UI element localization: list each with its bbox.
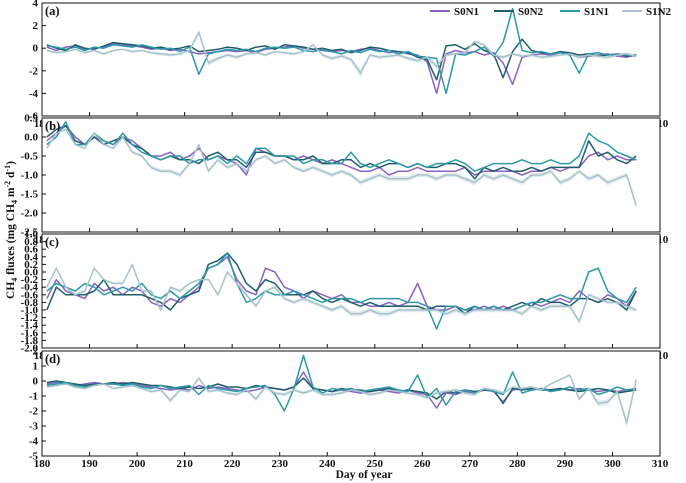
x-tick-label: 260 [414, 458, 431, 470]
y-tick-label: -0.6 [21, 289, 39, 301]
y-tick-label: 2 [33, 346, 39, 358]
panel-c: 1.00.80.60.40.20.0-0.2-0.4-0.6-0.8-1.0-1… [21, 229, 669, 363]
x-tick-label: 230 [271, 458, 288, 470]
series-line-s0n1 [46, 42, 637, 95]
x-tick-label: 270 [462, 458, 479, 470]
series-line-s1n1 [46, 252, 637, 330]
y-axis-title-part: -2 [3, 181, 12, 188]
y-tick-label: -1 [29, 391, 38, 403]
legend-label: S1N2 [646, 6, 672, 18]
y-tick-label: -6 [29, 111, 39, 123]
uncertainty-band [46, 263, 637, 325]
y-tick-label: -5 [29, 451, 39, 463]
legend-entry-s1n2: S1N2 [622, 6, 672, 18]
legend-label: S0N1 [454, 6, 479, 18]
series-line-s0n1 [46, 256, 637, 311]
x-tick-label: 190 [81, 458, 98, 470]
y-tick-label: -0.2 [21, 274, 39, 286]
y-tick-label: -4 [29, 88, 39, 100]
panel-a: 420-2-4-6(a)1801902002102202302402502602… [29, 0, 669, 130]
x-tick-label: 250 [367, 458, 384, 470]
panels: 420-2-4-6(a)1801902002102202302402502602… [21, 0, 669, 470]
y-tick-label: 0 [33, 376, 39, 388]
y-tick-label: -4 [29, 436, 39, 448]
x-tick-label: 280 [509, 458, 526, 470]
x-tick-label: 290 [557, 458, 574, 470]
y-tick-label: 1.0 [24, 229, 38, 241]
panel-label: (a) [45, 4, 60, 18]
y-tick-label: 0.0 [24, 267, 38, 279]
series-line-s1n1 [46, 7, 637, 95]
series-line-s1n1 [46, 121, 637, 172]
x-tick-labels: 180 190 200 210 220 230 240 250 260 270 280 290 300 3… [34, 458, 669, 470]
y-tick-label: 0.6 [24, 244, 38, 256]
panel-label: (c) [45, 235, 59, 249]
legend-entry-s1n1: S1N1 [560, 6, 609, 18]
y-tick-label: -0.8 [21, 297, 39, 309]
legend-entry-s0n2: S0N2 [494, 6, 544, 18]
y-tick-label: -2.0 [21, 343, 39, 355]
y-tick-label: -2 [29, 65, 39, 77]
y-axis-title-part: ) [5, 161, 17, 165]
x-tick-label: 200 [129, 458, 146, 470]
x-tick-label: 240 [319, 458, 336, 470]
panel-b: 0.50.0-0.5-1.0-1.5-2.0-2.5(b)18019020021… [21, 113, 669, 247]
x-tick-label: 180 [34, 458, 51, 470]
y-axis-title-part: -1 [3, 165, 12, 172]
panel-frame [41, 350, 661, 457]
y-tick-label: -1.5 [21, 189, 39, 201]
y-axis-title-part: CH [5, 282, 17, 299]
series-line-s1n2 [46, 128, 637, 206]
y-tick-label: -2 [29, 406, 39, 418]
legend: S0N1 S0N2 S1N1 S1N2 [430, 6, 672, 18]
y-tick-label: -0.5 [21, 151, 39, 163]
series-line-s1n2 [46, 263, 637, 323]
y-axis-title-part: 4 [10, 200, 19, 204]
y-tick-label: -0.4 [21, 282, 39, 294]
y-tick-label: -1.4 [21, 320, 39, 332]
legend-label: S1N1 [584, 6, 609, 18]
y-tick-label: 0.0 [24, 132, 38, 144]
y-tick-label: 0.8 [24, 236, 38, 248]
series-line-s1n2 [46, 31, 637, 74]
y-tick-label: -1.0 [21, 305, 39, 317]
panel-frame [41, 233, 661, 349]
legend-label: S0N2 [518, 6, 544, 18]
y-tick-label: 0.2 [24, 259, 38, 271]
y-axis-title-text: CH4 fluxes (mg CH4 m-2 d-1) [3, 161, 19, 299]
y-tick-label: 0 [33, 43, 39, 55]
series-line-s0n2 [46, 124, 637, 180]
panel-label: (d) [45, 352, 60, 366]
panel-label: (b) [45, 119, 60, 133]
y-tick-label: 1 [33, 361, 39, 373]
panel-d: 210-1-2-3-4-5(d)180 190 200 210 220 230 240 250… [29, 346, 669, 471]
y-axis-title-part: fluxes (mg CH [5, 204, 17, 278]
series-line-s1n2 [46, 374, 637, 424]
y-tick-label: -1.2 [21, 312, 39, 324]
y-tick-label: -1.0 [21, 170, 39, 182]
y-tick-label: 4 [33, 0, 39, 10]
y-axis-title-part: d [5, 171, 17, 181]
legend-entry-s0n1: S0N1 [430, 6, 479, 18]
x-tick-label: 300 [604, 458, 621, 470]
y-tick-label: 0.5 [24, 113, 38, 125]
y-tick-label: -2.0 [21, 208, 39, 220]
x-tick-label: 220 [224, 458, 241, 470]
y-tick-label: 0.4 [24, 251, 38, 263]
x-tick-label: 210 [176, 458, 193, 470]
y-tick-label: -3 [29, 421, 39, 433]
y-tick-label: -2.5 [21, 227, 39, 239]
x-tick-label: 310 [652, 458, 669, 470]
y-tick-label: 2 [33, 20, 39, 32]
y-tick-label: -1.8 [21, 335, 39, 347]
x-axis-title: Day of year [336, 469, 393, 481]
y-tick-label: -1.6 [21, 327, 39, 339]
y-axis-title-part: 4 [10, 278, 19, 282]
y-axis-title: CH4 fluxes (mg CH4 m-2 d-1) [3, 161, 19, 299]
y-axis-title-part: m [5, 187, 17, 200]
